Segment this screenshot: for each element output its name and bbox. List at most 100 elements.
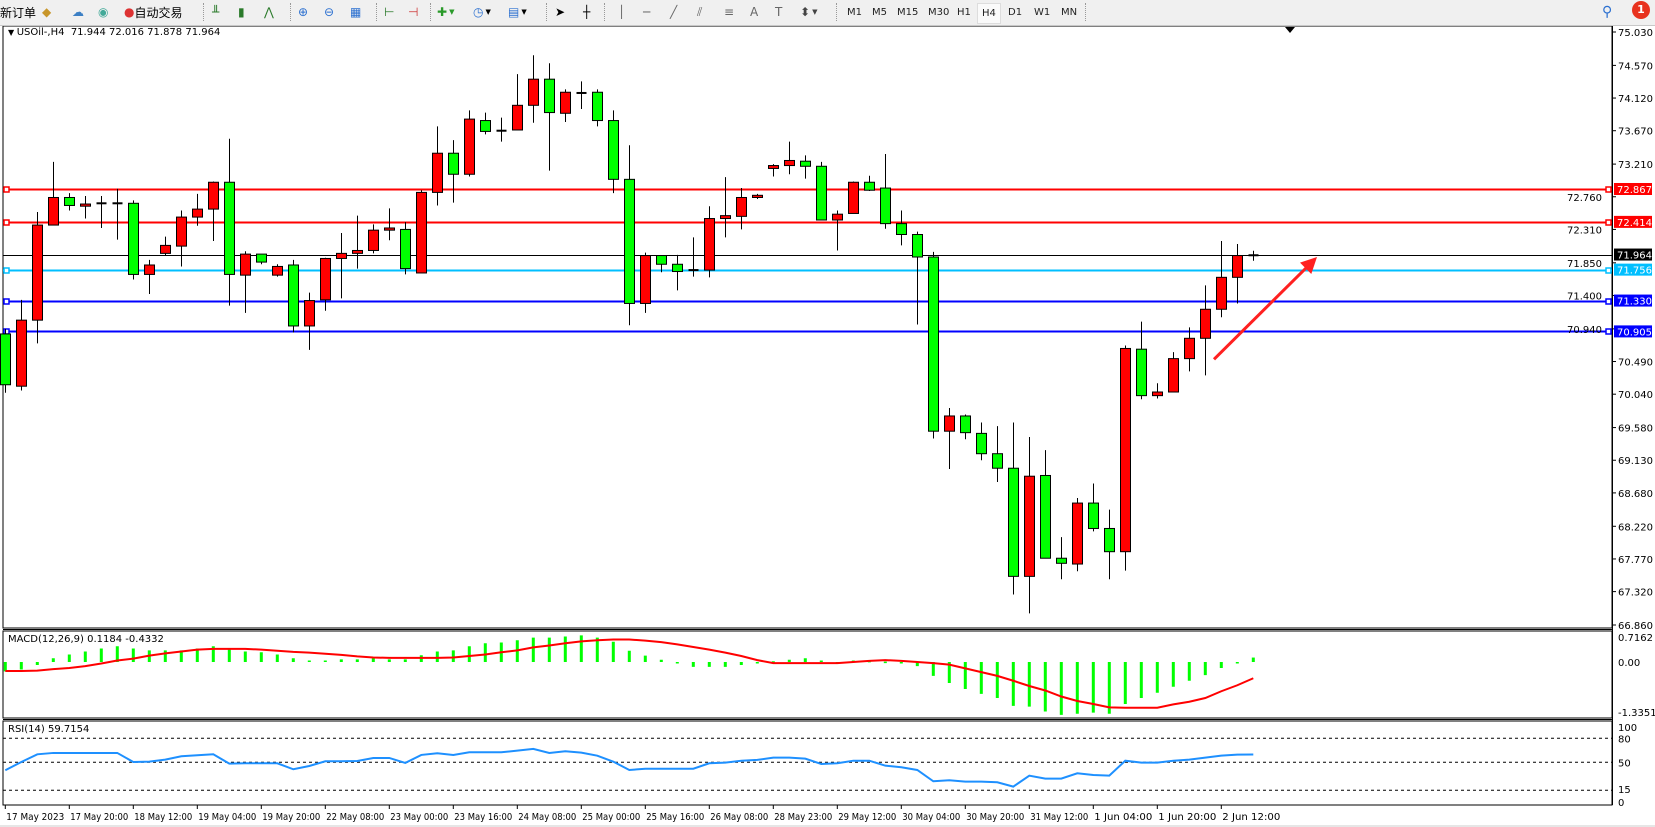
candle [1200,285,1211,376]
notification-badge[interactable]: 1 [1632,1,1650,19]
search-icon[interactable]: ⚲ [1602,4,1613,20]
candle-body [704,218,715,271]
candle [1232,243,1243,304]
candle-body [672,263,683,273]
candle-body [960,415,971,434]
candle [944,407,955,469]
candle-body [1072,502,1083,565]
new-chart-icon[interactable]: ✚ ▼ [437,5,455,19]
trend-arrow[interactable] [1212,257,1317,361]
candle [688,237,699,277]
macd-histogram-bar [435,651,439,662]
zoom-out-icon[interactable]: ⊖ [324,5,335,19]
macd-histogram-bar [915,662,919,667]
text-icon[interactable]: A [750,5,759,19]
candle-body [528,78,539,106]
market-watch-icon[interactable]: ☁ [72,5,84,19]
candle [896,210,907,246]
candles [0,55,1259,614]
bar-chart-icon[interactable]: ╨ [212,5,220,19]
candle-body [864,181,875,191]
auto-scroll-icon[interactable]: ⊢ [384,5,395,19]
macd-histogram-bar [355,659,359,662]
candle [96,196,107,228]
candle [976,422,987,461]
macd-histogram-bar [3,662,7,672]
candle [1024,437,1035,614]
candle-body [608,120,619,180]
templates-icon[interactable]: ▤ ▼ [508,5,527,19]
new-order-button[interactable]: 新订单 [0,5,37,20]
line-chart-icon[interactable]: ⋀ [264,5,274,19]
cursor-icon[interactable]: ➤ [555,5,566,19]
crosshair-icon[interactable]: ┼ [583,5,591,19]
candlestick-icon[interactable]: ▮ [238,5,245,19]
timeframe-d1[interactable]: D1 [1008,7,1023,18]
price-tick-label: 74.120 [1618,94,1653,105]
level-price-tags: 72.867 72.414 71.964 71.756 71.330 70.905 [1614,182,1652,338]
candle [864,175,875,191]
signals-icon[interactable]: ◉ [98,5,109,19]
timeframe-m1[interactable]: M1 [847,7,862,18]
timeframe-h4[interactable]: H4 [977,3,1001,24]
candle [992,426,1003,483]
price-tag-label: 71.330 [1617,297,1652,308]
candle-body [592,91,603,122]
candle [816,161,827,221]
macd-histogram-bar [371,658,375,662]
level-handle-right [1605,186,1612,193]
macd-histogram-bar [659,659,663,662]
time-tick-label: 1 Jun 20:00 [1158,812,1216,823]
rsi-label: RSI(14) 59.7154 [8,724,90,735]
periods-icon[interactable]: ◷ ▼ [473,5,491,19]
candle [720,177,731,238]
text-label-icon[interactable]: T [775,5,783,19]
time-tick-label: 28 May 23:00 [774,812,832,823]
metaeditor-icon[interactable]: ◆ [42,5,52,19]
timeframe-m5[interactable]: M5 [872,7,887,18]
macd-histogram-bar [1219,662,1223,668]
timeframe-mn[interactable]: MN [1061,7,1078,18]
candle [672,254,683,291]
price-tag [1614,215,1652,228]
candle [480,112,491,135]
price-tag-label: 71.964 [1617,251,1652,262]
candle [496,117,507,142]
candle-body [1120,347,1131,553]
zoom-in-icon[interactable]: ⊕ [298,5,309,19]
price-tick-label: 74.570 [1618,61,1653,72]
candle [48,161,59,226]
timeframe-w1[interactable]: W1 [1034,7,1051,18]
candle [336,233,347,299]
separator [203,3,204,21]
macd-histogram-bar [1155,662,1159,693]
candle [1216,241,1227,318]
price-tick-label: 71.850 [1567,259,1602,270]
candle-body [944,415,955,432]
chart-shift-marker[interactable] [1285,27,1295,33]
fibo-fan-icon[interactable]: ≡ [724,5,735,19]
chart-menu-triangle-icon[interactable]: ▼ [8,28,17,37]
candle-body [384,227,395,231]
rsi-tick-label: 15 [1618,785,1631,796]
vertical-line-icon[interactable]: │ [618,5,626,19]
timeframe-h1[interactable]: H1 [957,7,971,18]
auto-trading-button[interactable]: ● 自动交易 [124,2,183,22]
macd-histogram-bar [1091,662,1095,713]
trendline-icon[interactable]: ╱ [670,5,678,19]
timeframe-m15[interactable]: M15 [897,7,919,18]
candle [752,193,763,199]
macd-histogram-bar [51,658,55,662]
arrows-icon[interactable]: ⬍ ▼ [800,5,818,19]
price-tick-label: 69.130 [1618,456,1653,467]
horizontal-line-icon[interactable]: ─ [643,5,651,19]
candle [704,206,715,278]
tile-windows-icon[interactable]: ▦ [350,5,362,19]
chart-shift-icon[interactable]: ⊣ [408,5,419,19]
timeframe-m30[interactable]: M30 [928,7,950,18]
candle [512,74,523,131]
fibonacci-icon[interactable]: ⫽ [697,4,703,19]
candle-body [288,264,299,327]
macd-histogram-bar [611,641,615,662]
